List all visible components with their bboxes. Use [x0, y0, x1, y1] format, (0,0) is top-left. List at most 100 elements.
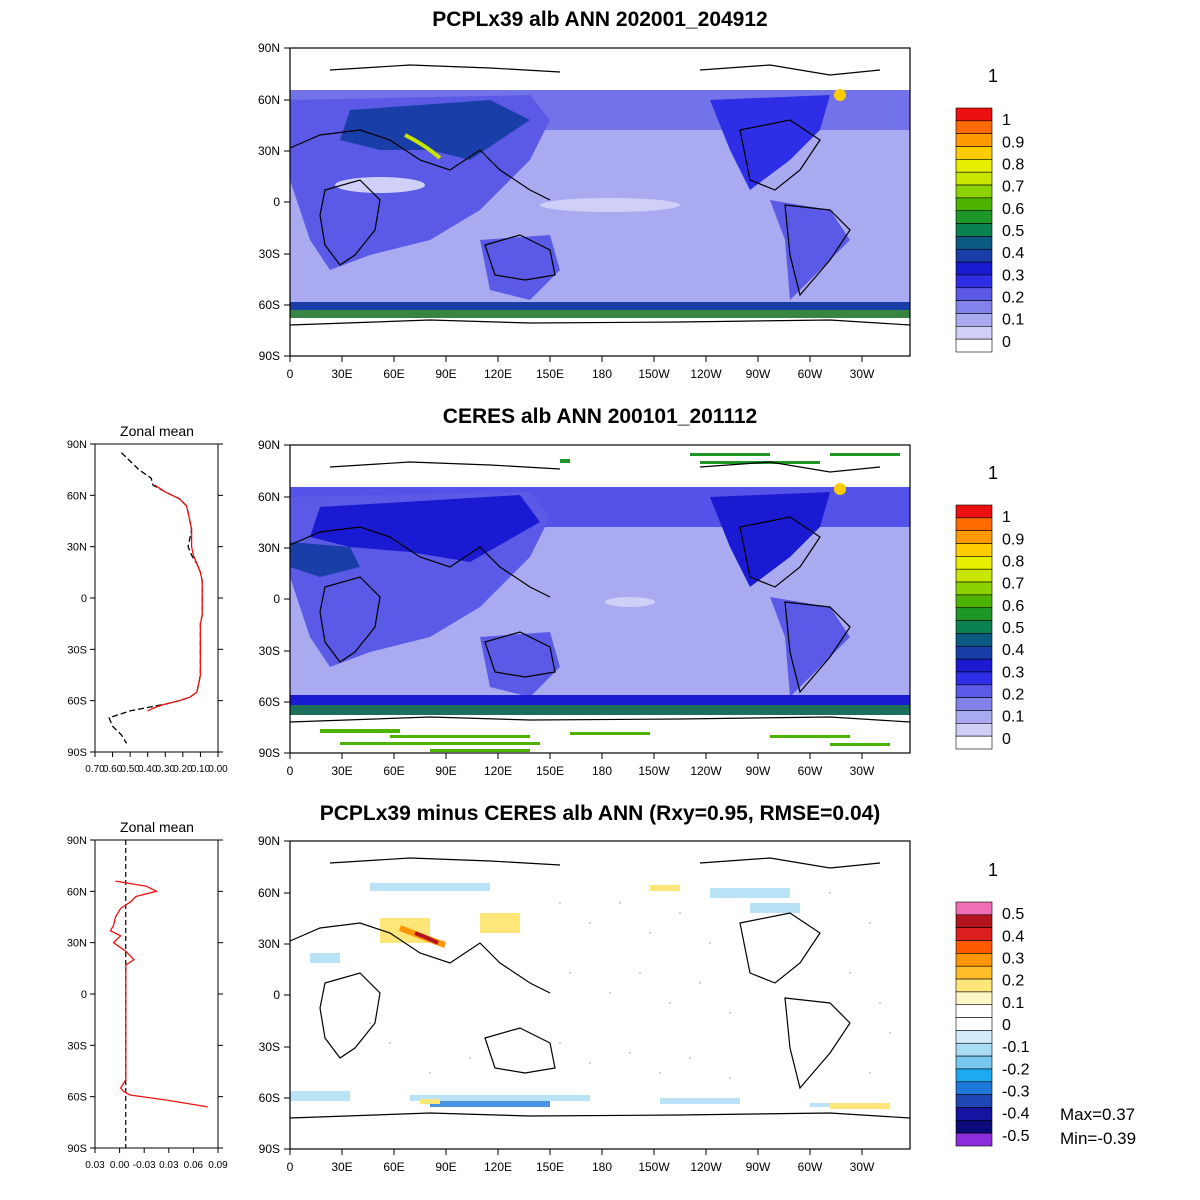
colorbar-swatch: [955, 1017, 993, 1031]
map-fill: [290, 48, 910, 356]
colorbar-swatch: [955, 965, 993, 980]
colorbar-swatch: [955, 517, 993, 531]
colorbar-label: 0.2: [1002, 687, 1024, 704]
zonal-x-label: 0.10: [191, 764, 211, 775]
lat-label: 90N: [258, 438, 280, 452]
colorbar-swatch: [955, 1132, 993, 1147]
colorbar-label: 0.1: [1002, 312, 1024, 329]
colorbar-swatch: [955, 697, 993, 711]
coastlines: [289, 64, 911, 326]
colorbar-label: 1: [1002, 112, 1011, 129]
lat-label: 30N: [258, 541, 280, 555]
lon-label: 60W: [798, 764, 823, 778]
colorbar-label: 0.1: [1002, 709, 1024, 726]
colorbar-swatch: [955, 133, 993, 147]
lon-label: 60W: [798, 367, 823, 381]
lon-label: 120W: [690, 764, 722, 778]
colorbar-bottom: 0.5 0.4 0.3 0.2 0.1 0 -0.1 -0.2 -0.3 -0.4 -0.5: [955, 901, 1030, 1147]
colorbar-label: -0.5: [1002, 1128, 1030, 1145]
lon-label: 30W: [850, 367, 875, 381]
lat-label: 60N: [258, 93, 280, 107]
zonal-x-label: 0.20: [173, 764, 193, 775]
panel-title-middle: CERES alb ANN 200101_201112: [442, 405, 758, 428]
coastlines: [289, 461, 911, 723]
colorbar-swatch: [955, 978, 993, 993]
lon-label: 120W: [690, 367, 722, 381]
stipple-dots: [369, 892, 891, 1079]
colorbar-unit-bottom: 1: [988, 860, 999, 880]
map-ticks: [284, 47, 863, 362]
colorbar-swatch: [955, 556, 993, 570]
lon-label: 150W: [638, 367, 670, 381]
colorbar-label: -0.2: [1002, 1061, 1030, 1078]
lat-labels: 90N 60N 30N 0 30S 60S 90S: [258, 438, 280, 760]
lon-label: 120E: [484, 367, 512, 381]
zonal-mean-middle: Zonal mean 90N60N30N030S60S90S0.700.600.…: [67, 423, 228, 775]
colorbar-swatch: [955, 1107, 993, 1121]
colorbar-swatch: [955, 1042, 993, 1057]
antarctic-stripes: [320, 729, 890, 752]
lat-label: 30S: [259, 1040, 280, 1054]
zonal-lat-label: 60N: [67, 886, 87, 898]
zonal-x-label: 0.50: [120, 764, 140, 775]
zonal-lat-label: 90S: [67, 1143, 87, 1155]
colorbar-swatch: [955, 146, 993, 160]
zonal-mean-title: Zonal mean: [120, 819, 194, 835]
lon-label: 150W: [638, 764, 670, 778]
zonal-mean-bottom: Zonal mean 90N 60N 30N 0 30S 60S 90S 0.03 0.00 -0…: [67, 819, 228, 1171]
colorbar-swatch: [955, 710, 993, 724]
zonal-x-label: 0.09: [208, 1160, 228, 1171]
zonal-lat-label: 60S: [67, 1092, 87, 1104]
colorbar-swatch: [955, 940, 993, 954]
colorbar-label: 0.1: [1002, 995, 1024, 1012]
colorbar-label: 0.4: [1002, 642, 1024, 659]
lat-labels: 90N 60N 30N 0 30S 60S 90S: [258, 41, 280, 363]
lat-label: 60N: [258, 886, 280, 900]
zonal-mean-title: Zonal mean: [120, 423, 194, 439]
colorbar-label: 1: [1002, 509, 1011, 526]
colorbar-swatch: [955, 1055, 993, 1070]
zonal-lat-label: 30S: [67, 644, 87, 656]
colorbar-swatch: [955, 261, 993, 276]
colorbar-unit-middle: 1: [988, 463, 999, 483]
colorbar-swatch: [955, 1081, 993, 1095]
colorbar-swatch: [955, 953, 993, 967]
lon-labels: 0 30E 60E 90E 120E 150E 180 150W 120W 90…: [287, 367, 875, 381]
colorbar-swatch: [955, 543, 993, 557]
colorbar-label: 0.3: [1002, 664, 1024, 681]
zonal-x-label: 0.40: [138, 764, 158, 775]
colorbar-label: 0.7: [1002, 179, 1024, 196]
lon-label: 0: [287, 367, 294, 381]
colorbar-label: 0.8: [1002, 553, 1024, 570]
colorbar-swatch: [955, 1030, 993, 1044]
colorbar-swatch: [955, 991, 993, 1006]
colorbar-label: 0.5: [1002, 906, 1024, 923]
lon-label: 30E: [331, 367, 352, 381]
colorbar-swatch: [955, 326, 993, 340]
lon-label: 0: [287, 764, 294, 778]
lat-label: 0: [273, 195, 280, 209]
colorbar-label: 0.5: [1002, 223, 1024, 240]
colorbar-swatch: [955, 287, 993, 301]
colorbar-swatch: [955, 620, 993, 634]
zonal-lat-label: 90N: [67, 439, 87, 451]
colorbar-label: -0.4: [1002, 1106, 1030, 1123]
colorbar-swatch: [955, 274, 993, 289]
lat-label: 90N: [258, 41, 280, 55]
map-ticks: [284, 840, 863, 1155]
colorbar-middle: 1 0.9 0.8 0.7 0.6 0.5 0.4 0.3 0.2 0.1 0: [955, 504, 1024, 750]
lon-label: 90E: [435, 367, 456, 381]
colorbar-swatch: [955, 530, 993, 544]
colorbar-label: 0: [1002, 334, 1011, 351]
zonal-lat-label: 0: [81, 989, 87, 1001]
zonal-x-label: 0.30: [156, 764, 176, 775]
colorbar-label: 0.2: [1002, 290, 1024, 307]
zonal-x-label: 0.00: [208, 764, 228, 775]
zonal-series-line: [147, 484, 203, 712]
colorbar-label: 0.6: [1002, 598, 1024, 615]
lat-label: 0: [273, 592, 280, 606]
colorbar-swatch: [955, 735, 993, 750]
colorbar-swatch: [955, 184, 993, 199]
zonal-x-label: 0.00: [110, 1160, 130, 1171]
zonal-series-line: [109, 880, 208, 1108]
